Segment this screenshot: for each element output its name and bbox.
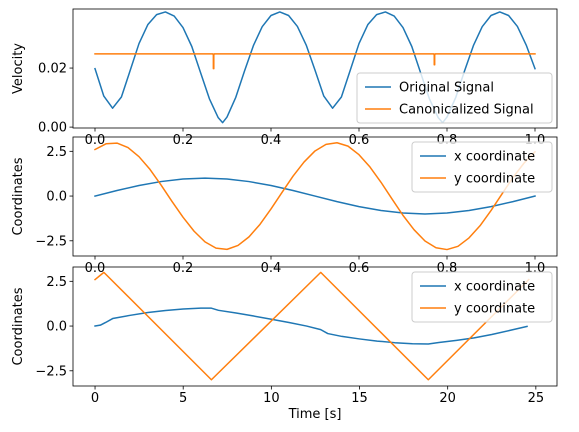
legend: x coordinate y coordinate	[411, 271, 553, 323]
x-tick-label: 20	[439, 391, 456, 406]
y-tick-label: −2.5	[35, 234, 67, 249]
y-tick-label: −2.5	[35, 364, 67, 379]
series-line-1	[94, 177, 536, 215]
legend-box	[411, 141, 553, 193]
legend-label: x coordinate	[454, 150, 535, 165]
y-tick-label: 0.0	[46, 190, 67, 205]
x-tick-label: 0.4	[261, 133, 282, 148]
x-tick-label: 0.0	[85, 261, 106, 276]
y-axis-label: Coordinates	[11, 287, 26, 365]
y-tick-label: 0.00	[38, 121, 67, 136]
legend-label: Canonicalized Signal	[399, 103, 534, 118]
y-tick-label: 0.02	[38, 62, 67, 77]
legend-label: Original Signal	[399, 81, 494, 96]
series-line-2	[93, 141, 537, 251]
x-tick-label: 0	[91, 391, 99, 406]
x-tick-label: 0.6	[349, 261, 370, 276]
legend-box	[411, 271, 553, 323]
axes-frame	[72, 136, 558, 257]
x-tick-label: 5	[179, 391, 187, 406]
axes-frame	[72, 8, 558, 129]
x-tick-label: 0.2	[173, 133, 194, 148]
x-tick-label: 0.4	[261, 261, 282, 276]
legend-label: x coordinate	[454, 280, 535, 295]
y-tick-label: 0.0	[46, 320, 67, 335]
y-tick-label: 2.5	[46, 275, 67, 290]
y-axis-label: Velocity	[11, 43, 26, 94]
x-tick-label: 0.6	[349, 133, 370, 148]
legend-label: y coordinate	[454, 172, 535, 187]
y-tick-label: 2.5	[46, 145, 67, 160]
subplot-2: 0.0 0.2 0.4 0.6 0.8 1.0−2.50.02.5Coordinatesx…	[11, 136, 558, 276]
axes-frame	[72, 266, 558, 387]
x-tick-label: 0.2	[173, 261, 194, 276]
x-tick-label: 25	[528, 391, 545, 406]
legend-label: y coordinate	[454, 302, 535, 317]
subplot-3: 0 5 10 15 20 25 −2.5 0.0 2.5 Coordinates Time [s] x…	[11, 266, 558, 422]
x-axis-label: Time [s]	[288, 407, 342, 422]
legend-box	[356, 72, 553, 124]
x-tick-label: 15	[351, 391, 368, 406]
y-axis-label: Coordinates	[11, 157, 26, 235]
legend: Original Signal Canonicalized Signal	[356, 72, 553, 124]
series-line-2	[93, 271, 530, 381]
x-tick-label: 10	[263, 391, 280, 406]
legend: x coordinate y coordinate	[411, 141, 553, 193]
series-line-2	[94, 53, 536, 70]
